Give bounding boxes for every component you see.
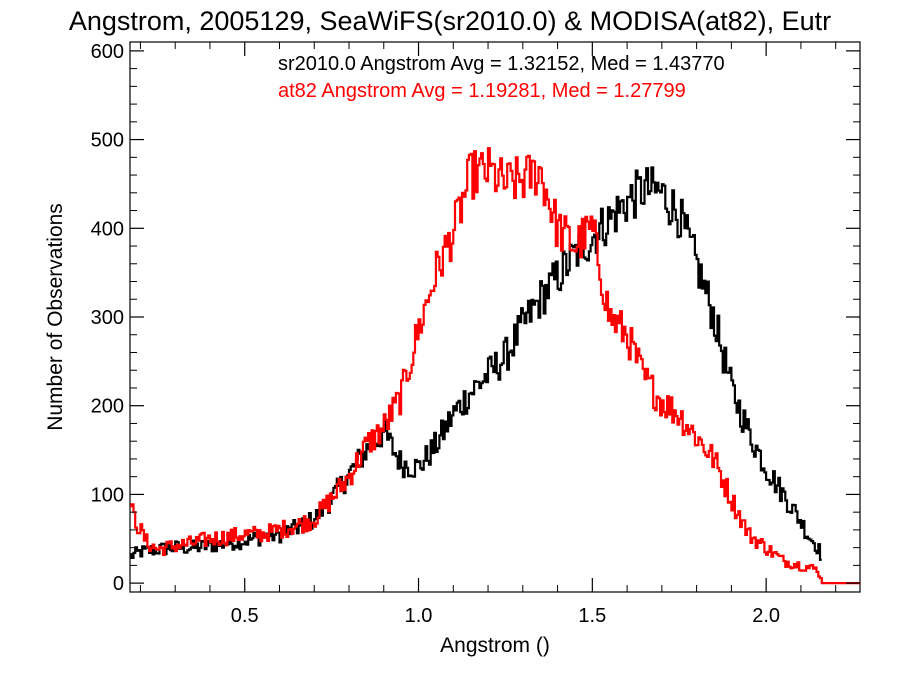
y-tick-label: 0 (113, 573, 124, 595)
x-tick-label: 1.0 (405, 605, 433, 627)
x-tick-label: 0.5 (231, 605, 259, 627)
y-tick-label: 200 (91, 396, 124, 418)
plot-frame (129, 41, 861, 593)
ticks-layer: 0.5 1.0 1.5 2.0 0 100 200 300 400 500 600 (91, 41, 860, 627)
y-tick-label: 400 (91, 218, 124, 240)
y-tick-label: 600 (91, 41, 124, 63)
y-tick-label: 100 (91, 484, 124, 506)
chart-title: Angstrom, 2005129, SeaWiFS(sr2010.0) & M… (69, 6, 831, 36)
y-axis-label: Number of Observations (44, 203, 67, 431)
series-layer (130, 147, 860, 585)
annotation-sr2010: sr2010.0 Angstrom Avg = 1.32152, Med = 1… (278, 53, 725, 75)
series-line-sr2010-0 (130, 166, 822, 561)
annotation-at82: at82 Angstrom Avg = 1.19281, Med = 1.277… (278, 80, 686, 102)
x-axis-label: Angstrom () (440, 634, 550, 657)
x-tick-label: 2.0 (752, 605, 780, 627)
y-tick-label: 500 (91, 130, 124, 152)
series-line-at82 (130, 147, 860, 585)
y-tick-label: 300 (91, 307, 124, 329)
x-tick-label: 1.5 (578, 605, 606, 627)
